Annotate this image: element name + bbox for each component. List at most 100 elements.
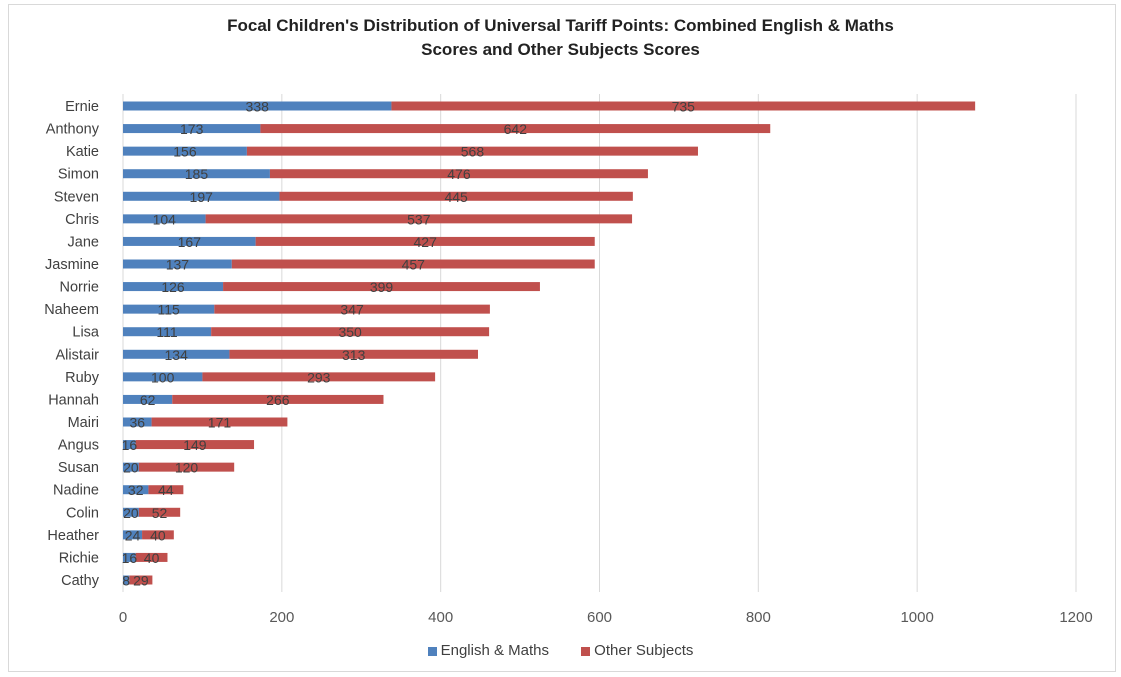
bar-other-subjects-lisa bbox=[211, 327, 490, 337]
category-label-nadine: Nadine bbox=[53, 483, 99, 499]
category-label-susan: Susan bbox=[58, 460, 99, 476]
bar-other-subjects-ruby bbox=[202, 372, 436, 382]
category-label-colin: Colin bbox=[66, 505, 99, 521]
data-label-other-subjects-steven: 445 bbox=[444, 189, 468, 205]
legend-swatch-other-subjects bbox=[581, 646, 591, 656]
bar-english-maths-richie bbox=[123, 552, 136, 562]
bar-english-maths-jasmine bbox=[123, 259, 232, 269]
legend-item-other-subjects: Other Subjects bbox=[581, 642, 693, 659]
data-label-other-subjects-lisa: 350 bbox=[338, 324, 362, 340]
data-label-english-maths-naheem: 115 bbox=[158, 302, 181, 318]
category-labels: Ernie Anthony Katie Simon Steven Chris Jane Jas… bbox=[44, 99, 100, 589]
x-tick-label-400: 400 bbox=[428, 609, 453, 626]
bar-english-maths-cathy bbox=[123, 575, 130, 585]
data-label-other-subjects-naheem: 347 bbox=[340, 302, 364, 318]
bar-other-subjects-cathy bbox=[129, 575, 153, 585]
category-label-katie: Katie bbox=[66, 144, 99, 160]
x-tick-label-1200: 1200 bbox=[1059, 609, 1092, 626]
bar-other-subjects-colin bbox=[138, 507, 181, 517]
bar-english-maths-alistair bbox=[123, 349, 230, 359]
data-label-english-maths-jasmine: 137 bbox=[166, 257, 190, 273]
x-tick-labels: 0 200 400 600 800 1000 1200 bbox=[119, 609, 1093, 626]
bar-english-maths-ruby bbox=[123, 372, 203, 382]
category-label-anthony: Anthony bbox=[46, 122, 100, 138]
category-label-jane: Jane bbox=[68, 234, 99, 250]
bar-other-subjects-naheem bbox=[214, 304, 490, 314]
legend: English & Maths Other Subjects bbox=[0, 642, 1121, 659]
data-label-other-subjects-ruby: 293 bbox=[307, 369, 331, 385]
data-label-english-maths-heather: 24 bbox=[125, 527, 141, 543]
data-label-english-maths-lisa: 111 bbox=[156, 324, 177, 340]
data-label-english-maths-simon: 185 bbox=[185, 166, 209, 182]
legend-item-english-maths: English & Maths bbox=[427, 642, 549, 659]
bar-english-maths-heather bbox=[123, 530, 143, 540]
data-label-other-subjects-nadine: 44 bbox=[158, 482, 174, 498]
legend-label-english-maths: English & Maths bbox=[440, 642, 549, 659]
category-label-chris: Chris bbox=[65, 212, 99, 228]
data-label-english-maths-jane: 167 bbox=[178, 234, 202, 250]
bar-english-maths-jane bbox=[123, 236, 256, 246]
data-label-other-subjects-heather: 40 bbox=[150, 527, 166, 543]
bar-english-maths-anthony bbox=[123, 124, 261, 134]
bar-other-subjects-katie bbox=[246, 146, 698, 156]
bar-english-maths-angus bbox=[123, 440, 136, 450]
data-label-english-maths-colin: 20 bbox=[123, 505, 139, 521]
category-label-ruby: Ruby bbox=[65, 370, 100, 386]
category-label-heather: Heather bbox=[47, 528, 99, 544]
x-tick-label-800: 800 bbox=[746, 609, 771, 626]
bar-other-subjects-jane bbox=[255, 236, 595, 246]
bar-other-subjects-mairi bbox=[151, 417, 288, 427]
data-label-other-subjects-angus: 149 bbox=[183, 437, 207, 453]
bar-other-subjects-nadine bbox=[148, 485, 184, 495]
category-label-lisa: Lisa bbox=[72, 325, 100, 341]
data-label-other-subjects-anthony: 642 bbox=[504, 121, 528, 137]
data-label-other-subjects-simon: 476 bbox=[447, 166, 471, 182]
bar-other-subjects-steven bbox=[279, 191, 633, 201]
bar-english-maths-ernie bbox=[123, 101, 392, 111]
x-tick-label-0: 0 bbox=[119, 609, 127, 626]
bar-other-subjects-angus bbox=[135, 440, 255, 450]
x-tick-label-600: 600 bbox=[587, 609, 612, 626]
bar-english-maths-katie bbox=[123, 146, 247, 156]
category-label-mairi: Mairi bbox=[68, 415, 99, 431]
data-label-english-maths-katie: 156 bbox=[173, 144, 197, 160]
bar-english-maths-chris bbox=[123, 214, 206, 224]
data-label-english-maths-alistair: 134 bbox=[165, 347, 189, 363]
data-label-other-subjects-jasmine: 457 bbox=[402, 257, 426, 273]
bar-other-subjects-jasmine bbox=[231, 259, 595, 269]
bar-other-subjects-chris bbox=[205, 214, 633, 224]
data-label-other-subjects-katie: 568 bbox=[461, 144, 485, 160]
category-label-norrie: Norrie bbox=[60, 280, 99, 296]
bar-other-subjects-heather bbox=[142, 530, 174, 540]
bar-english-maths-susan bbox=[123, 462, 139, 472]
bar-english-maths-naheem bbox=[123, 304, 215, 314]
category-label-richie: Richie bbox=[59, 550, 99, 566]
data-label-other-subjects-colin: 52 bbox=[152, 505, 168, 521]
data-label-english-maths-nadine: 32 bbox=[128, 482, 144, 498]
bar-english-maths-simon bbox=[123, 169, 270, 179]
data-label-other-subjects-hannah: 266 bbox=[266, 392, 290, 408]
data-label-english-maths-norrie: 126 bbox=[161, 279, 185, 295]
bar-english-maths-steven bbox=[123, 191, 280, 201]
data-label-english-maths-ruby: 100 bbox=[151, 369, 175, 385]
data-label-other-subjects-ernie: 735 bbox=[672, 99, 696, 115]
data-label-other-subjects-alistair: 313 bbox=[342, 347, 366, 363]
bar-english-maths-nadine bbox=[123, 485, 149, 495]
data-label-english-maths-mairi: 36 bbox=[130, 415, 146, 431]
bar-other-subjects-alistair bbox=[229, 349, 478, 359]
x-tick-label-1000: 1000 bbox=[900, 609, 933, 626]
gridlines bbox=[122, 94, 1077, 592]
data-label-english-maths-richie: 16 bbox=[122, 550, 138, 566]
category-label-jasmine: Jasmine bbox=[45, 257, 99, 273]
category-label-ernie: Ernie bbox=[65, 99, 99, 115]
chart-title-line-1: Focal Children's Distribution of Univers… bbox=[227, 16, 894, 35]
data-label-other-subjects-cathy: 29 bbox=[133, 573, 149, 589]
bar-english-maths-lisa bbox=[123, 327, 212, 337]
bar-english-maths-mairi bbox=[123, 417, 152, 427]
bar-english-maths-norrie bbox=[123, 282, 224, 292]
chart-title: Focal Children's Distribution of Univers… bbox=[0, 14, 1121, 62]
bars bbox=[123, 101, 976, 585]
bar-other-subjects-simon bbox=[269, 169, 648, 179]
bar-english-maths-colin bbox=[123, 507, 139, 517]
